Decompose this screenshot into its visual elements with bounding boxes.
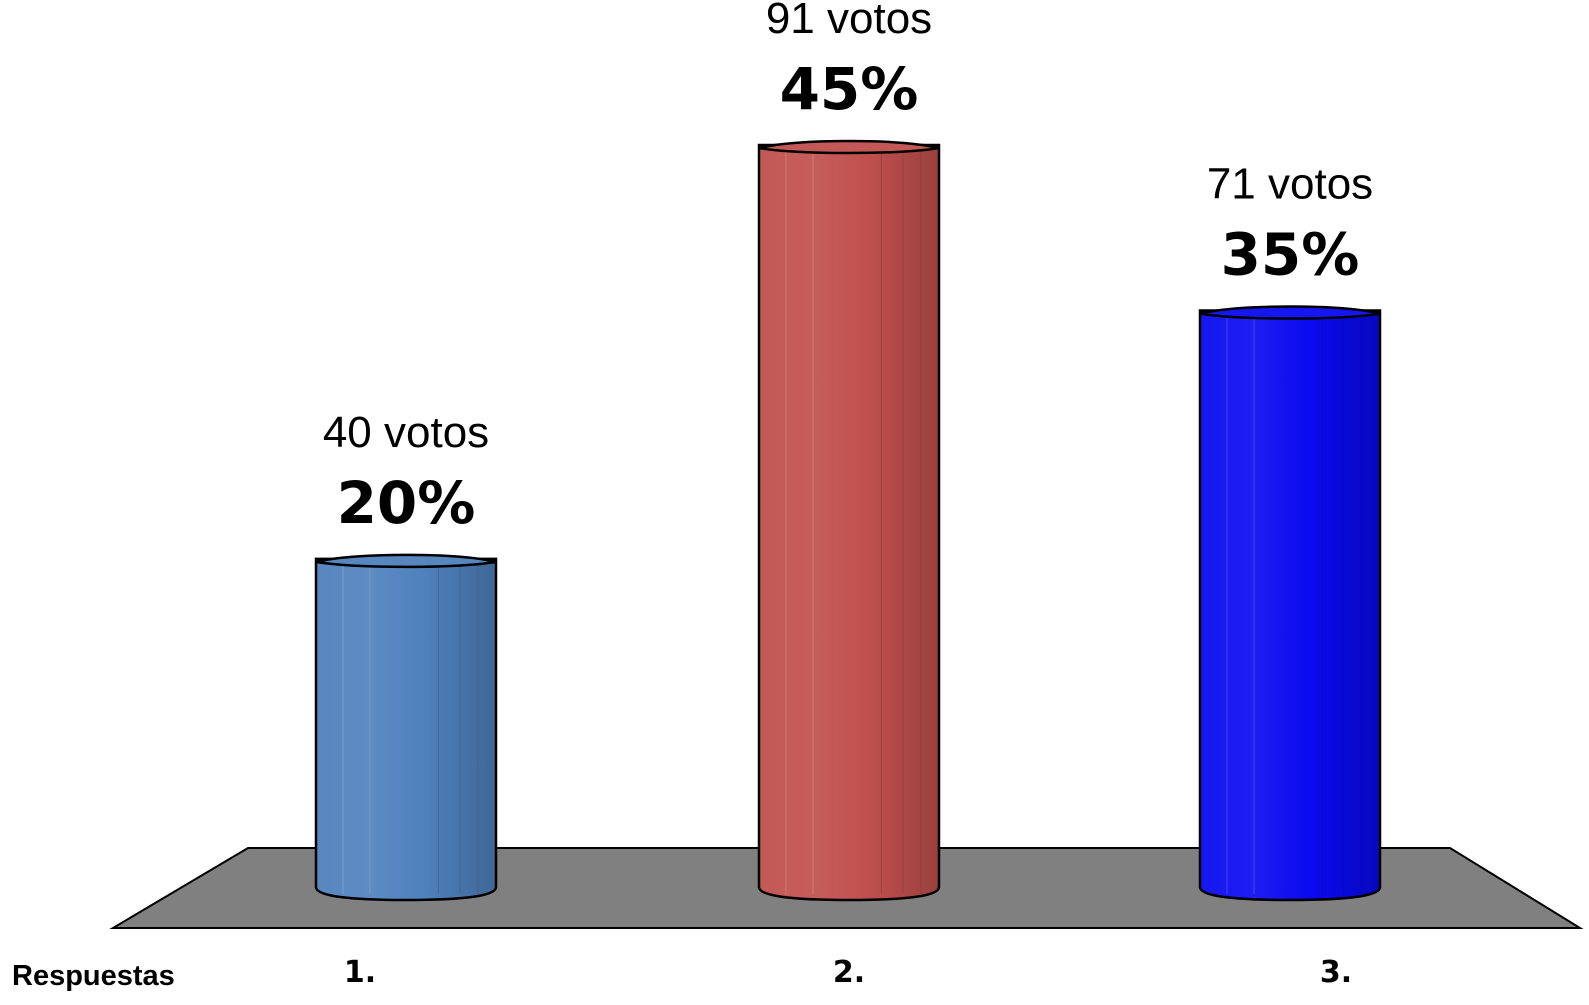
bar-2 xyxy=(759,141,939,900)
bar-2-cap xyxy=(759,141,939,153)
bar-3-votes-label: 71 votos xyxy=(1207,160,1373,209)
bar-1 xyxy=(316,555,496,900)
bar-3-cap xyxy=(1200,307,1380,319)
category-label-3: 3. xyxy=(1320,955,1352,990)
bar-3-percent-label: 35% xyxy=(1221,221,1360,289)
category-label-1: 1. xyxy=(344,955,376,990)
category-label-2: 2. xyxy=(833,955,865,990)
bar-1-percent-label: 20% xyxy=(337,469,476,537)
bar-1-votes-label: 40 votos xyxy=(323,408,489,457)
bar-3 xyxy=(1200,307,1380,900)
x-axis-title: Respuestas xyxy=(12,960,175,992)
bar-1-cap xyxy=(316,555,496,567)
bar-2-percent-label: 45% xyxy=(780,55,919,123)
bar-2-votes-label: 91 votos xyxy=(766,0,932,43)
